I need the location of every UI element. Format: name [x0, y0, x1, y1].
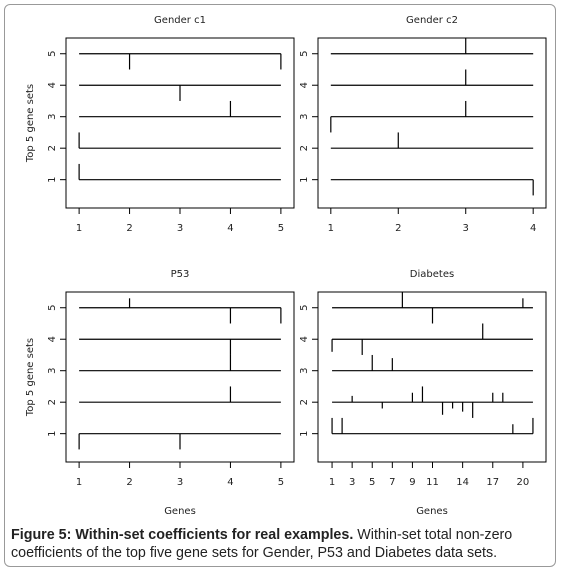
x-tick-label: 3 [463, 223, 469, 234]
y-tick-label: 1 [299, 176, 310, 182]
plot-box [317, 291, 547, 463]
caption-text: Within-set total non-zero coefficients o… [11, 527, 513, 561]
x-tick-label: 3 [349, 477, 355, 488]
y-tick-label: 2 [299, 145, 310, 151]
caption-label: Figure 5: Within-set coefficients for re… [11, 527, 354, 543]
x-tick-label: 5 [278, 223, 284, 234]
y-tick-label: 5 [47, 51, 58, 57]
y-tick-label: 4 [47, 82, 58, 88]
x-tick-label: 4 [227, 223, 233, 234]
x-tick-label: 2 [395, 223, 401, 234]
x-tick-label: 11 [426, 477, 439, 488]
x-tick-label: 20 [517, 477, 530, 488]
y-tick-label: 3 [299, 114, 310, 120]
y-tick-label: 2 [47, 399, 58, 405]
y-axis-label: Top 5 gene sets [25, 338, 36, 417]
y-tick-label: 4 [299, 336, 310, 342]
x-axis-label: Genes [416, 506, 448, 517]
x-tick-label: 3 [177, 223, 183, 234]
panel-title: P53 [171, 269, 190, 280]
y-tick-label: 3 [47, 368, 58, 374]
x-tick-label: 14 [456, 477, 469, 488]
y-tick-label: 1 [47, 176, 58, 182]
x-tick-label: 4 [530, 223, 536, 234]
x-tick-label: 1 [328, 223, 334, 234]
x-tick-label: 1 [76, 477, 82, 488]
x-tick-label: 4 [227, 477, 233, 488]
y-tick-label: 1 [47, 430, 58, 436]
x-tick-label: 1 [76, 223, 82, 234]
x-axis-label: Genes [164, 506, 196, 517]
y-tick-label: 5 [299, 51, 310, 57]
plot-box [317, 37, 547, 209]
y-tick-label: 5 [47, 305, 58, 311]
figure-frame [4, 4, 556, 567]
x-tick-label: 17 [486, 477, 499, 488]
y-tick-label: 1 [299, 430, 310, 436]
x-tick-label: 5 [369, 477, 375, 488]
y-tick-label: 4 [299, 82, 310, 88]
y-tick-label: 2 [47, 145, 58, 151]
panel-title: Diabetes [410, 269, 454, 280]
chart-grid: Gender c1 Top 5 gene sets 1 2 3 4 5 1 2 3 4 5 Gender… [25, 15, 547, 517]
plot-box [65, 37, 295, 209]
x-tick-label: 7 [389, 477, 395, 488]
y-tick-label: 2 [299, 399, 310, 405]
panel-title: Gender c2 [406, 15, 458, 26]
y-tick-label: 3 [47, 114, 58, 120]
y-tick-label: 3 [299, 368, 310, 374]
y-tick-label: 5 [299, 305, 310, 311]
panel-title: Gender c1 [154, 15, 206, 26]
x-tick-label: 3 [177, 477, 183, 488]
x-tick-label: 5 [278, 477, 284, 488]
y-axis-label: Top 5 gene sets [25, 84, 36, 163]
x-tick-label: 2 [126, 477, 132, 488]
x-tick-label: 2 [126, 223, 132, 234]
y-tick-label: 4 [47, 336, 58, 342]
x-tick-label: 1 [329, 477, 335, 488]
x-tick-label: 9 [409, 477, 415, 488]
caption: Figure 5: Within-set coefficients for re… [11, 526, 556, 562]
